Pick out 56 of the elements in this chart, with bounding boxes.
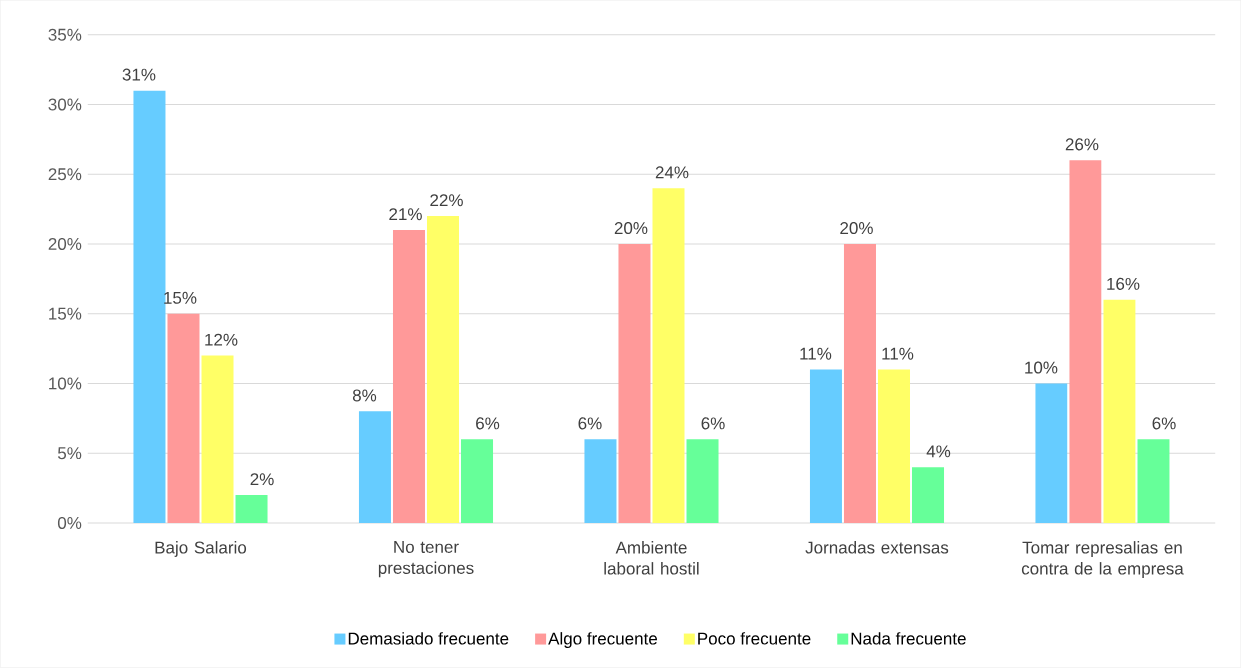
y-tick-label: 30% bbox=[48, 98, 82, 111]
bar bbox=[618, 244, 651, 524]
bar bbox=[201, 355, 234, 524]
y-tick-label: 0% bbox=[57, 517, 82, 530]
bar bbox=[392, 230, 425, 524]
y-tick-label: 5% bbox=[57, 447, 82, 460]
legend-label: Demasiado frecuente bbox=[348, 632, 509, 645]
bar bbox=[843, 244, 876, 524]
y-tick-label: 35% bbox=[48, 28, 82, 41]
bar bbox=[652, 188, 685, 524]
data-label: 6% bbox=[1152, 417, 1176, 430]
bar bbox=[1035, 383, 1068, 524]
legend-label: Nada frecuente bbox=[851, 632, 966, 645]
bar bbox=[809, 369, 842, 524]
bar bbox=[167, 313, 200, 524]
bar bbox=[1137, 439, 1170, 524]
data-label: 4% bbox=[926, 445, 951, 458]
bar bbox=[877, 369, 910, 524]
data-label: 31% bbox=[122, 68, 156, 81]
x-tick-label: Bajo Salario bbox=[155, 541, 247, 558]
data-label: 16% bbox=[1107, 277, 1140, 291]
y-tick-label: 10% bbox=[49, 377, 82, 390]
y-tick-label: 25% bbox=[48, 168, 82, 181]
bar bbox=[358, 411, 391, 524]
bar bbox=[1069, 160, 1102, 524]
bar bbox=[584, 439, 617, 524]
data-label: 8% bbox=[352, 389, 377, 402]
data-label: 10% bbox=[1025, 361, 1058, 374]
legend-label: Algo frecuente bbox=[548, 632, 658, 649]
bar bbox=[235, 495, 268, 524]
data-label: 11% bbox=[882, 347, 914, 360]
data-label: 12% bbox=[205, 333, 238, 346]
x-tick-label: Jornadas extensas bbox=[805, 541, 949, 554]
x-tick-label: Ambiente laboral hostil bbox=[604, 541, 699, 575]
data-label: 6% bbox=[701, 417, 725, 430]
bar bbox=[461, 439, 494, 524]
data-label: 24% bbox=[655, 166, 689, 179]
data-label: 22% bbox=[430, 194, 463, 207]
y-tick-label: 20% bbox=[48, 238, 82, 251]
bar bbox=[1103, 299, 1136, 524]
bar bbox=[686, 439, 719, 524]
data-label: 2% bbox=[250, 473, 274, 486]
legend-label: Poco frecuente bbox=[698, 632, 811, 645]
x-tick-label: Tomar represalias en contra de la empresa bbox=[1021, 541, 1184, 579]
data-label: 20% bbox=[614, 222, 648, 235]
data-label: 6% bbox=[476, 417, 500, 430]
data-label: 11% bbox=[800, 347, 832, 360]
x-tick-label: No tener prestaciones bbox=[378, 541, 474, 578]
bar bbox=[912, 467, 945, 524]
data-label: 26% bbox=[1065, 138, 1099, 151]
data-label: 21% bbox=[389, 208, 422, 221]
bar bbox=[133, 90, 166, 524]
data-label: 6% bbox=[578, 417, 602, 430]
bar bbox=[426, 216, 460, 524]
y-tick-label: 15% bbox=[49, 307, 82, 320]
data-label: 20% bbox=[840, 222, 873, 235]
